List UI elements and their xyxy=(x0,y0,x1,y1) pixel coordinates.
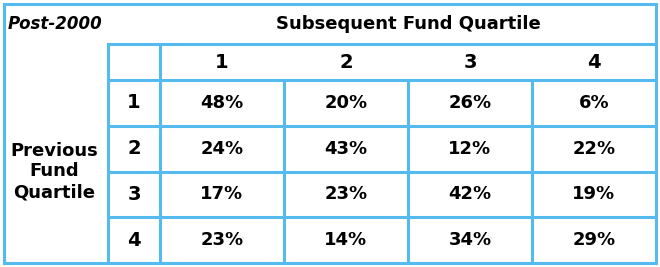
Text: Previous
Fund
Quartile: Previous Fund Quartile xyxy=(10,142,98,201)
Text: 43%: 43% xyxy=(325,140,368,158)
Text: 20%: 20% xyxy=(325,94,368,112)
Text: 2: 2 xyxy=(339,53,353,72)
Text: 1: 1 xyxy=(127,93,141,112)
Text: 4: 4 xyxy=(587,53,601,72)
Text: 34%: 34% xyxy=(448,231,492,249)
Text: 48%: 48% xyxy=(201,94,244,112)
Text: 12%: 12% xyxy=(448,140,492,158)
Text: 23%: 23% xyxy=(201,231,244,249)
Text: 22%: 22% xyxy=(572,140,616,158)
Bar xyxy=(108,44,656,263)
Text: 26%: 26% xyxy=(448,94,492,112)
Text: 3: 3 xyxy=(127,185,141,204)
Text: 19%: 19% xyxy=(572,185,616,203)
Text: 4: 4 xyxy=(127,231,141,250)
Text: 2: 2 xyxy=(127,139,141,158)
Text: 42%: 42% xyxy=(448,185,492,203)
Text: 6%: 6% xyxy=(579,94,609,112)
Text: Subsequent Fund Quartile: Subsequent Fund Quartile xyxy=(276,15,541,33)
Text: Post-2000: Post-2000 xyxy=(8,15,103,33)
Text: 1: 1 xyxy=(215,53,229,72)
Text: 24%: 24% xyxy=(201,140,244,158)
Text: 17%: 17% xyxy=(201,185,244,203)
Text: 23%: 23% xyxy=(325,185,368,203)
Text: 29%: 29% xyxy=(572,231,616,249)
Text: 3: 3 xyxy=(463,53,477,72)
Text: 14%: 14% xyxy=(325,231,368,249)
